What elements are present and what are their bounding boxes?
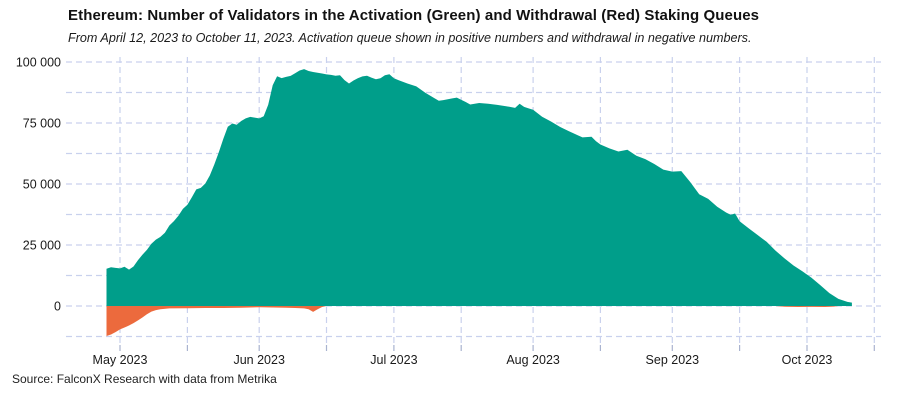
x-axis-label: Jul 2023	[370, 353, 417, 367]
y-axis-label: 100 000	[16, 56, 61, 70]
x-axis-label: Jun 2023	[233, 353, 284, 367]
x-axis-label: May 2023	[93, 353, 148, 367]
y-axis-label: 50 000	[23, 178, 61, 192]
source-note: Source: FalconX Research with data from …	[12, 372, 277, 386]
chart-title: Ethereum: Number of Validators in the Ac…	[68, 7, 760, 24]
x-axis-label: Oct 2023	[782, 353, 833, 367]
chart-subtitle: From April 12, 2023 to October 11, 2023.…	[68, 31, 752, 45]
y-axis-label: 0	[54, 300, 61, 314]
y-axis-label: 25 000	[23, 239, 61, 253]
x-axis-label: Aug 2023	[506, 353, 560, 367]
y-axis-label: 75 000	[23, 117, 61, 131]
x-axis-label: Sep 2023	[646, 353, 700, 367]
activation-queue-area	[106, 69, 852, 306]
